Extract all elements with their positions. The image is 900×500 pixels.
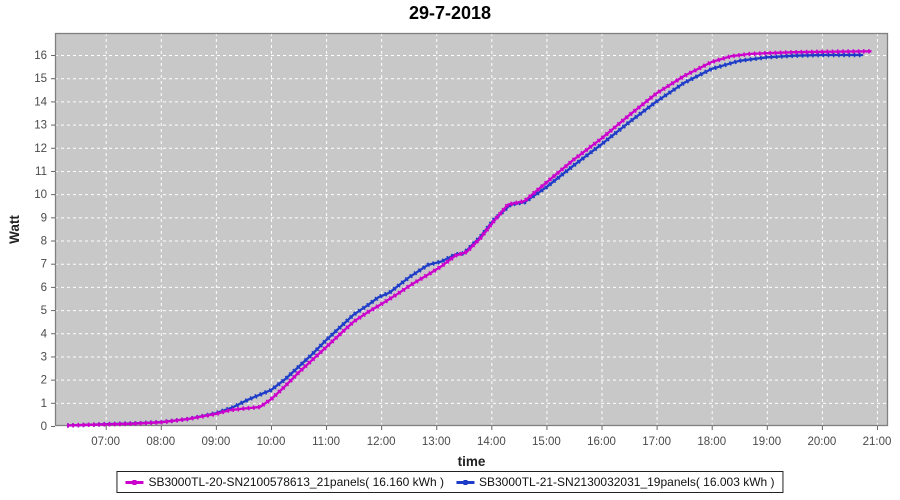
x-tick-label: 20:00 (807, 436, 836, 448)
series-line-sb3000tl-20 (67, 49, 872, 428)
x-tick-label: 14:00 (477, 436, 506, 448)
y-tick-label: 5 (41, 305, 47, 317)
legend-label: SB3000TL-20-SN2100578613_21panels( 16.16… (148, 475, 444, 489)
x-tick-label: 07:00 (91, 436, 120, 448)
y-tick-label: 6 (41, 282, 47, 294)
y-tick-label: 15 (34, 73, 47, 85)
legend-item-inverter-21: SB3000TL-21-SN2130032031_19panels( 16.00… (456, 475, 775, 489)
x-tick-label: 12:00 (367, 436, 396, 448)
plot-area (55, 33, 888, 426)
x-tick-label: 17:00 (642, 436, 671, 448)
y-tick-label: 11 (35, 166, 47, 178)
y-tick-label: 3 (41, 351, 47, 363)
y-tick-label: 1 (41, 398, 47, 410)
legend-line-swatch-magenta (125, 479, 144, 485)
x-axis-title: time (458, 454, 486, 469)
x-tick-label: 13:00 (422, 436, 451, 448)
chart-canvas: 07:00 08:00 09:00 10:00 11:00 12:00 13:00 14:00… (7, 32, 891, 469)
y-tick-label: 2 (41, 375, 47, 387)
x-tick-label: 08:00 (146, 436, 175, 448)
y-tick-label: 14 (34, 96, 47, 108)
y-tick-label: 13 (34, 120, 47, 132)
x-tick-label: 11:00 (312, 436, 340, 448)
y-tick-label: 8 (41, 236, 47, 248)
plot-border (54, 32, 889, 427)
y-tick-label: 0 (41, 421, 47, 433)
y-tick-label: 9 (41, 212, 47, 224)
y-tick-label: 7 (41, 259, 47, 271)
x-tick-label: 19:00 (752, 436, 781, 448)
y-tick-label: 10 (34, 189, 47, 201)
legend-line-swatch-blue (456, 479, 474, 485)
gridlines (55, 33, 888, 426)
y-tick-label: 12 (34, 143, 47, 155)
y-tick-label: 16 (34, 50, 47, 62)
legend-label: SB3000TL-21-SN2130032031_19panels( 16.00… (479, 475, 775, 489)
x-tick-label: 09:00 (201, 436, 230, 448)
chart-legend: SB3000TL-20-SN2100578613_21panels( 16.16… (116, 471, 784, 493)
legend-item-inverter-20: SB3000TL-20-SN2100578613_21panels( 16.16… (125, 475, 444, 489)
x-axis: 07:00 08:00 09:00 10:00 11:00 12:00 13:00 14:00… (91, 426, 891, 448)
x-tick-label: 21:00 (863, 436, 892, 448)
x-tick-label: 16:00 (587, 436, 616, 448)
x-tick-label: 15:00 (532, 436, 561, 448)
y-tick-label: 4 (41, 328, 48, 340)
chart-title: 29-7-2018 (408, 3, 492, 23)
x-tick-label: 10:00 (257, 436, 286, 448)
y-axis-title: Watt (7, 215, 22, 244)
x-tick-label: 18:00 (697, 436, 726, 448)
